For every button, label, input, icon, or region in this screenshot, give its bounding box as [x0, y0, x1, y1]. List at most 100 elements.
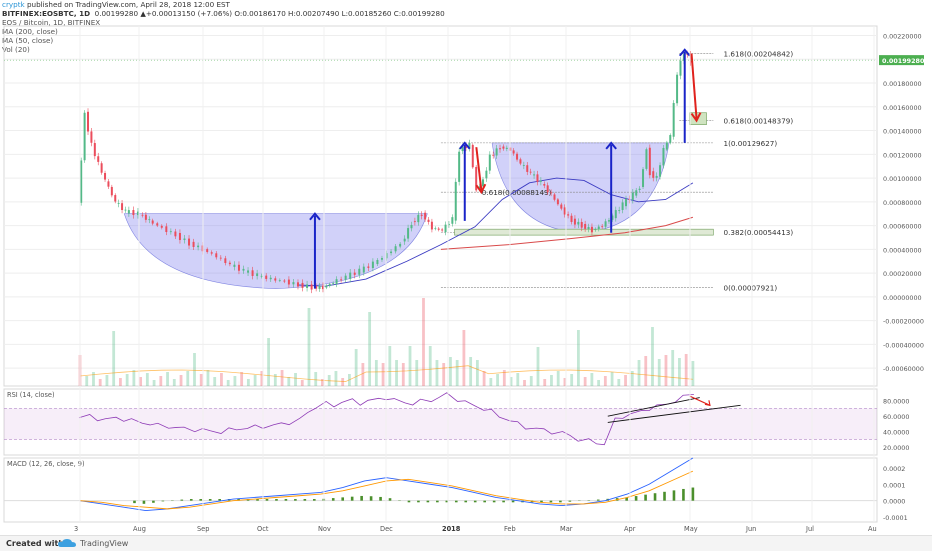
volume-bar — [254, 375, 257, 386]
volume-bar — [550, 375, 553, 386]
chart-svg[interactable]: 0.002200000.002000000.001800000.00160000… — [0, 0, 932, 535]
volume-bar — [119, 378, 122, 386]
macd-hist-bar — [379, 497, 382, 501]
volume-bar — [99, 379, 102, 386]
candle-body — [516, 154, 518, 160]
macd-hist-bar — [502, 501, 505, 503]
volume-bar — [173, 379, 176, 386]
volume-bar — [530, 376, 533, 386]
candle-body — [598, 227, 600, 230]
macd-hist-bar — [654, 493, 657, 500]
price-tick-label: 0.00140000 — [883, 128, 922, 136]
rsi-pane: RSI (14, close)80.000060.000040.000020.0… — [4, 389, 909, 455]
volume-bar — [112, 331, 115, 386]
x-tick-label: Apr — [624, 525, 636, 533]
volume-bar — [341, 378, 344, 386]
candle-body — [615, 210, 617, 218]
volume-bar — [375, 360, 378, 386]
candle-body — [220, 258, 222, 259]
price-tick-label: 0.00020000 — [883, 270, 922, 278]
volume-bar — [368, 312, 371, 386]
volume-bar — [166, 372, 169, 386]
volume-bar — [294, 373, 297, 386]
macd-hist-bar — [644, 495, 647, 501]
price-tick-label: 0.00040000 — [883, 246, 922, 254]
volume-bar — [200, 374, 203, 386]
candle-body — [274, 278, 276, 280]
price-tick-label: -0.00060000 — [883, 365, 924, 373]
volume-bar — [92, 372, 95, 386]
candle-body — [161, 226, 163, 228]
tradingview-brand[interactable]: TradingView — [80, 536, 128, 551]
candle-body — [345, 276, 347, 280]
candle-body — [229, 263, 231, 264]
x-tick-label: Sep — [197, 525, 209, 533]
cup-pattern-cup-1 — [124, 214, 427, 289]
macd-hist-bar — [474, 501, 477, 503]
macd-hist-bar — [143, 501, 146, 504]
volume-bar — [442, 363, 445, 386]
macd-hist-bar — [152, 501, 155, 503]
x-tick-label: Jul — [805, 525, 814, 533]
candle-body — [87, 112, 89, 132]
candle-body — [550, 192, 552, 193]
volume-bar — [308, 308, 311, 386]
macd-hist-bar — [332, 498, 335, 501]
volume-bar — [658, 359, 661, 386]
candle-body — [496, 148, 498, 155]
macd-hist-bar — [218, 499, 221, 501]
price-tick-label: 0.00060000 — [883, 223, 922, 231]
volume-bar — [153, 380, 156, 386]
candle-body — [428, 220, 430, 222]
candle-body — [557, 199, 559, 204]
candle-body — [141, 215, 143, 216]
candle-body — [111, 187, 113, 195]
candle-body — [363, 267, 365, 273]
candle-body — [261, 276, 263, 277]
candle-body — [395, 246, 397, 251]
macd-tick-label: -0.0001 — [883, 514, 908, 522]
volume-bar — [692, 361, 695, 386]
candle-body — [390, 252, 392, 253]
candle-body — [571, 216, 573, 222]
volume-bar — [382, 363, 385, 386]
candle-body — [279, 280, 281, 281]
candle-body — [662, 148, 664, 165]
candle-body — [329, 284, 331, 286]
x-tick-label: Au — [868, 525, 877, 533]
volume-bar — [409, 346, 412, 386]
volume-bar — [213, 377, 216, 386]
x-tick-label: May — [684, 525, 698, 533]
fib-label: 1(0.00129627) — [724, 139, 778, 148]
macd-hist-bar — [209, 499, 212, 501]
candle-body — [489, 155, 491, 171]
volume-bar — [671, 350, 674, 386]
candle-body — [431, 222, 433, 230]
candle-body — [252, 270, 254, 276]
volume-bar — [186, 371, 189, 386]
x-tick-label: Oct — [257, 525, 269, 533]
candle-body — [451, 217, 453, 224]
fib-label: 0(0.00007921) — [724, 283, 778, 292]
volume-bar — [624, 375, 627, 386]
x-tick-label: 3 — [74, 525, 78, 533]
candle-body — [669, 135, 671, 143]
x-tick-label: Jun — [745, 525, 756, 533]
volume-bar — [388, 346, 391, 386]
candle-body — [645, 149, 647, 169]
price-tick-label: 0.00120000 — [883, 151, 922, 159]
macd-hist-bar — [692, 488, 695, 501]
candle-body — [179, 233, 181, 240]
candle-body — [197, 246, 199, 248]
candle-body — [206, 249, 208, 252]
candle-body — [540, 181, 542, 182]
volume-bar — [126, 374, 129, 386]
candle-body — [649, 148, 651, 175]
candle-body — [101, 163, 103, 172]
candle-body — [547, 185, 549, 192]
volume-bar — [577, 330, 580, 386]
candle-body — [543, 184, 545, 186]
volume-bar — [489, 378, 492, 386]
candle-body — [635, 190, 637, 195]
candle-body — [349, 273, 351, 279]
